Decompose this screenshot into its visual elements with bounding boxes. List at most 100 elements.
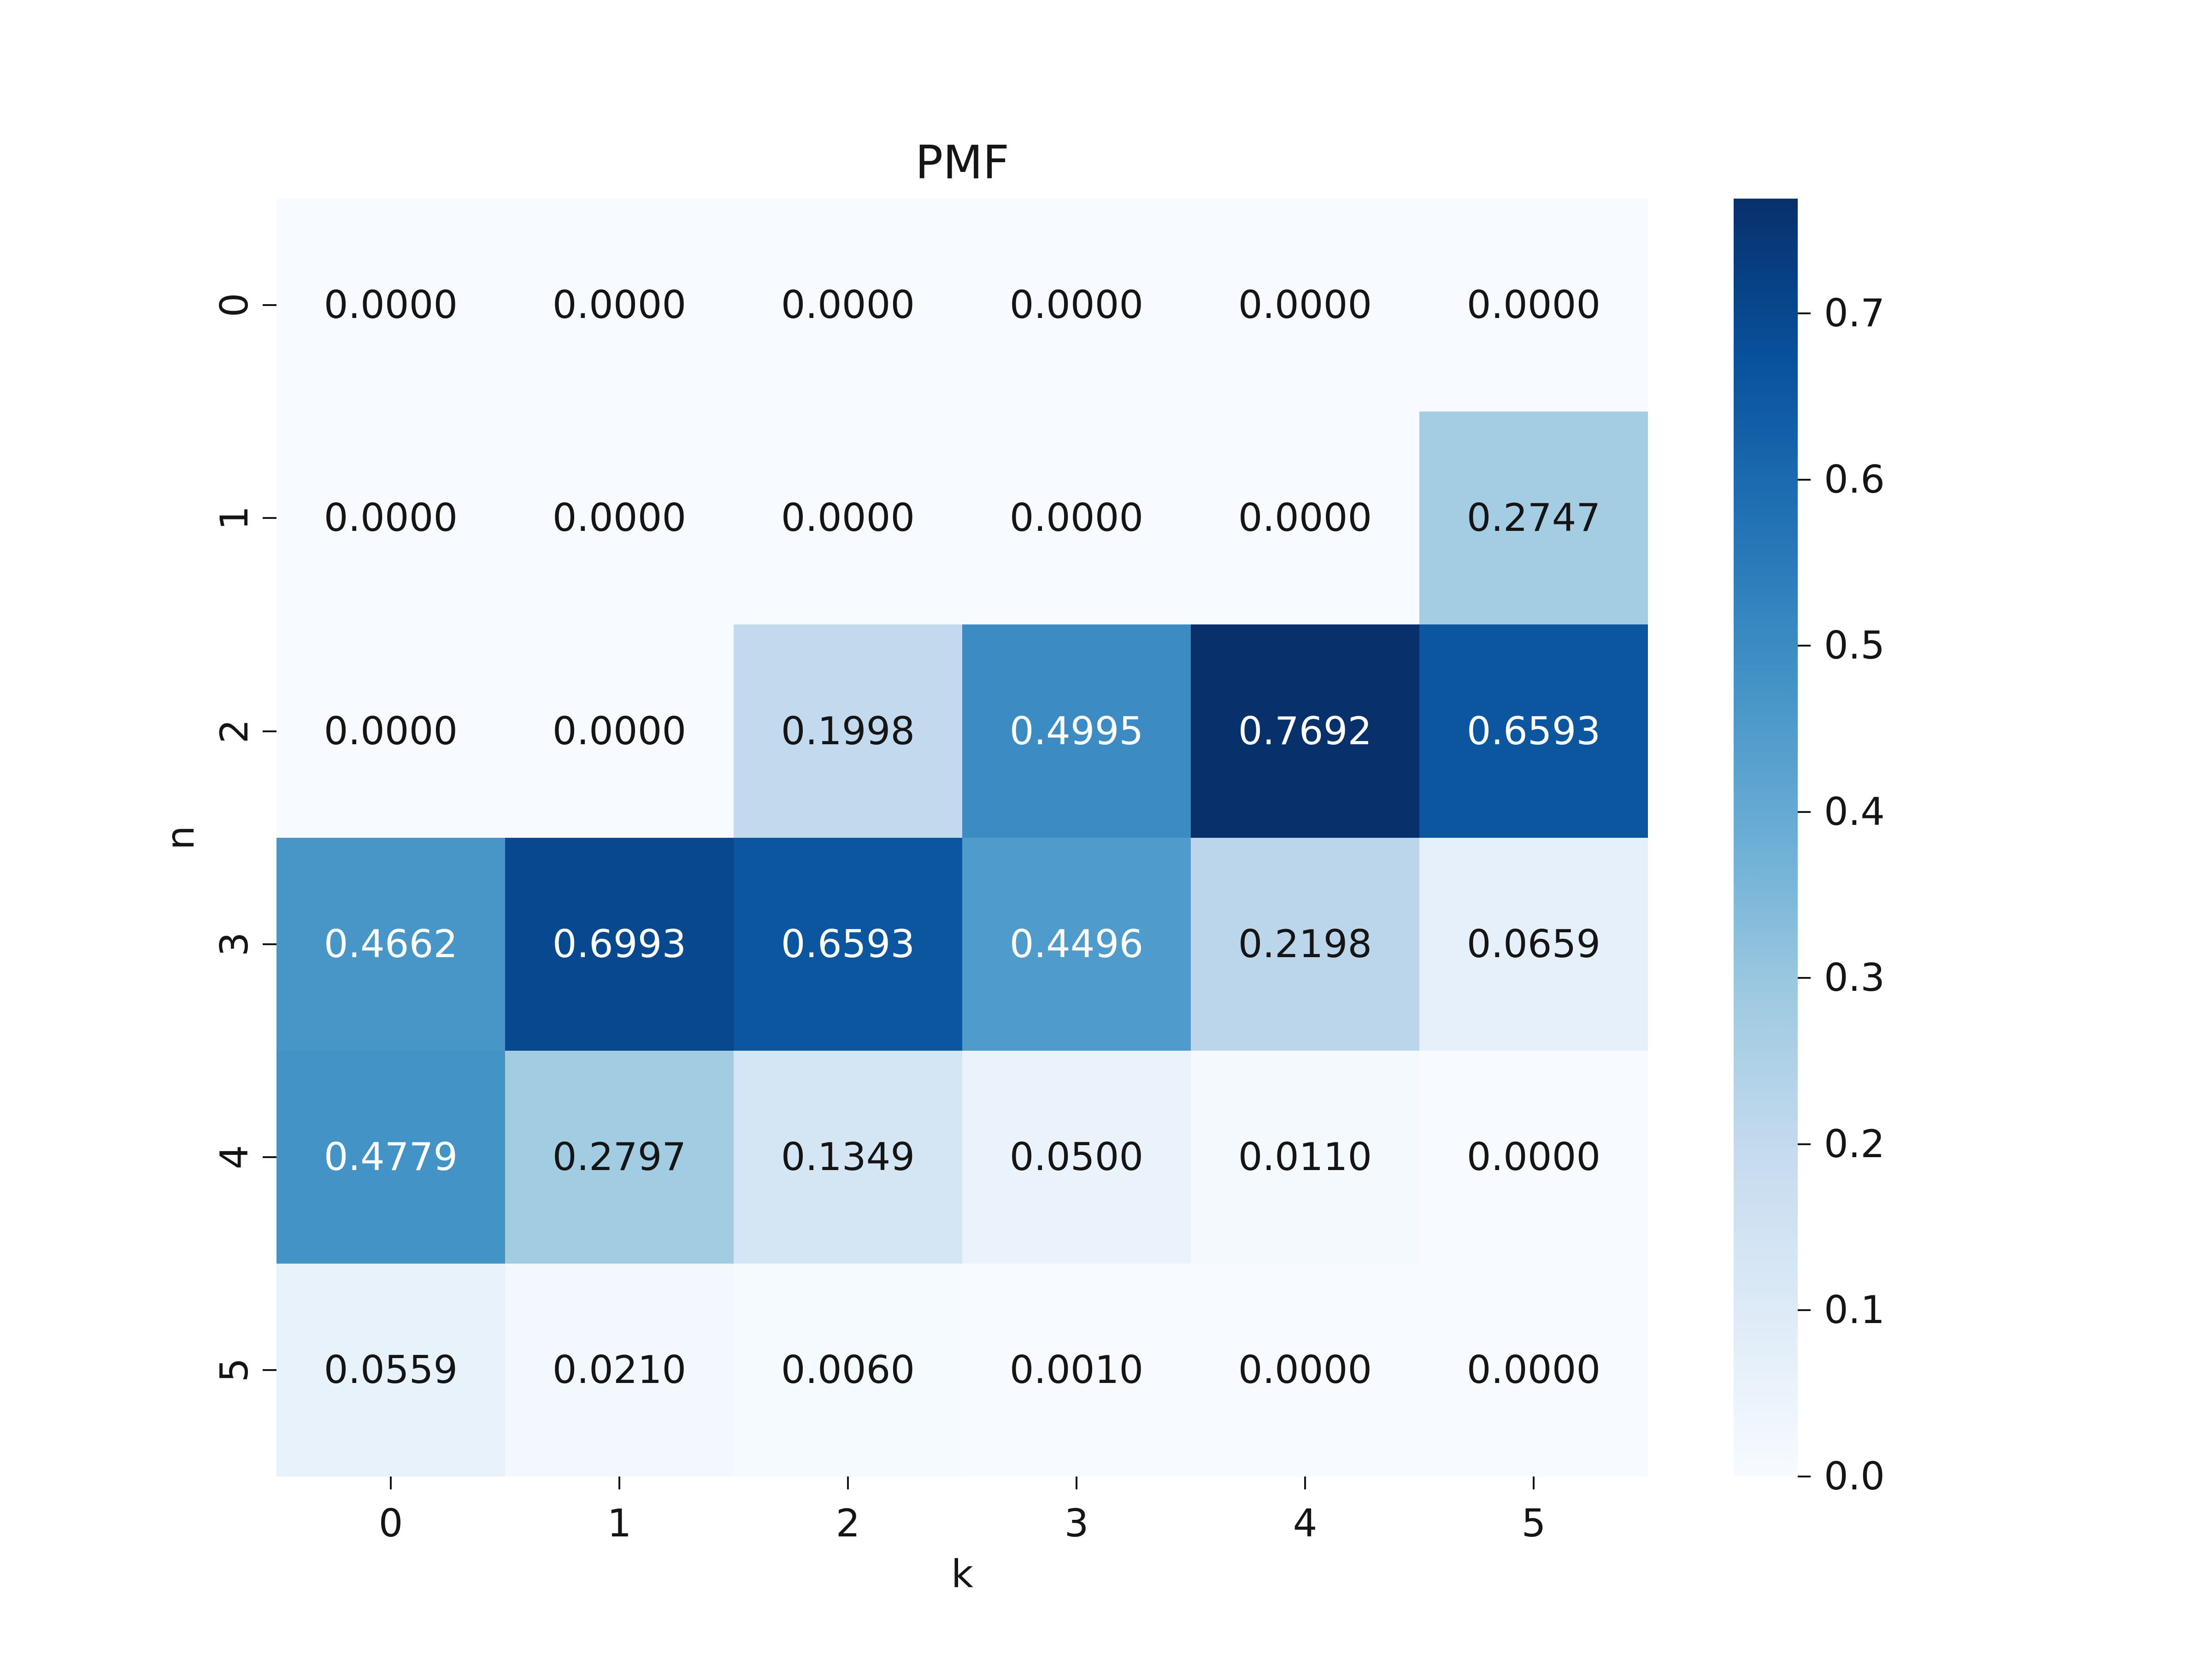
heatmap-cell: 0.0000 xyxy=(1191,199,1419,412)
heatmap-cell-value: 0.0000 xyxy=(324,708,458,753)
x-axis-tick xyxy=(1533,1477,1535,1489)
colorbar-tick xyxy=(1798,1309,1811,1312)
colorbar-gradient xyxy=(1734,199,1798,1477)
colorbar-tick xyxy=(1798,645,1811,647)
heatmap-cell-value: 0.7692 xyxy=(1238,708,1372,753)
heatmap-cell: 0.6593 xyxy=(1419,624,1648,838)
y-axis-label: n xyxy=(158,825,203,850)
colorbar-tick-label: 0.6 xyxy=(1824,457,1885,502)
heatmap-cell-value: 0.0000 xyxy=(324,495,458,540)
heatmap-cell: 0.0000 xyxy=(962,199,1191,412)
heatmap-cell-value: 0.4995 xyxy=(1009,708,1144,753)
heatmap-cell: 0.4779 xyxy=(276,1051,505,1264)
heatmap-cell: 0.2797 xyxy=(505,1051,734,1264)
chart-title: PMF xyxy=(915,135,1010,189)
heatmap-cell-value: 0.0000 xyxy=(1238,495,1372,540)
heatmap-cell-value: 0.0659 xyxy=(1466,922,1601,966)
heatmap-cell: 0.4995 xyxy=(962,624,1191,838)
y-tick-label: 4 xyxy=(212,1145,257,1170)
y-tick-label: 0 xyxy=(212,293,257,318)
heatmap-cell-value: 0.0210 xyxy=(552,1347,687,1392)
heatmap-cell-value: 0.6993 xyxy=(552,922,687,966)
heatmap-cell-value: 0.0000 xyxy=(781,495,915,540)
x-tick-label: 1 xyxy=(607,1501,632,1546)
x-tick-label: 5 xyxy=(1521,1501,1546,1546)
heatmap-cell-value: 0.2797 xyxy=(552,1135,687,1179)
x-tick-label: 0 xyxy=(378,1501,403,1546)
y-tick-label: 2 xyxy=(212,719,257,743)
colorbar-tick xyxy=(1798,312,1811,315)
colorbar-tick xyxy=(1798,478,1811,481)
heatmap-cell-value: 0.0000 xyxy=(1009,282,1144,327)
x-axis-label: k xyxy=(951,1552,974,1596)
heatmap-cell: 0.4496 xyxy=(962,838,1191,1051)
heatmap-cell-value: 0.0559 xyxy=(324,1347,458,1392)
heatmap-cell: 0.0060 xyxy=(734,1264,962,1477)
heatmap-cell: 0.0559 xyxy=(276,1264,505,1477)
heatmap-cell: 0.0000 xyxy=(276,624,505,838)
colorbar-tick xyxy=(1798,811,1811,813)
colorbar xyxy=(1734,199,1798,1477)
heatmap-cell-value: 0.0110 xyxy=(1238,1135,1372,1179)
heatmap-cell-value: 0.0010 xyxy=(1009,1347,1144,1392)
heatmap-cell: 0.7692 xyxy=(1191,624,1419,838)
colorbar-tick-label: 0.4 xyxy=(1824,789,1885,834)
colorbar-tick-label: 0.7 xyxy=(1824,291,1885,336)
x-axis-tick xyxy=(1076,1477,1077,1489)
heatmap-cell: 0.0000 xyxy=(505,624,734,838)
heatmap-cell: 0.0000 xyxy=(1419,1264,1648,1477)
heatmap-cell: 0.0000 xyxy=(1191,412,1419,624)
heatmap-cell-value: 0.0000 xyxy=(324,282,458,327)
colorbar-tick-label: 0.3 xyxy=(1824,955,1885,1000)
heatmap-cell: 0.2198 xyxy=(1191,838,1419,1051)
heatmap-cell: 0.0210 xyxy=(505,1264,734,1477)
colorbar-tick-label: 0.0 xyxy=(1824,1454,1885,1499)
heatmap-cell: 0.6993 xyxy=(505,838,734,1051)
heatmap-cell-value: 0.2198 xyxy=(1238,922,1372,966)
heatmap-cell-value: 0.0000 xyxy=(1466,1135,1601,1179)
heatmap-cell-value: 0.0000 xyxy=(1466,1347,1601,1392)
y-axis-tick xyxy=(263,1156,276,1158)
heatmap-cell: 0.0000 xyxy=(276,412,505,624)
heatmap-cell: 0.0659 xyxy=(1419,838,1648,1051)
heatmap-cell-value: 0.0000 xyxy=(552,282,687,327)
heatmap-cell: 0.0110 xyxy=(1191,1051,1419,1264)
heatmap-cell: 0.0000 xyxy=(505,412,734,624)
heatmap-cell-value: 0.0500 xyxy=(1009,1135,1144,1179)
x-axis-tick xyxy=(618,1477,620,1489)
colorbar-tick-label: 0.5 xyxy=(1824,623,1885,668)
heatmap-cell: 0.1998 xyxy=(734,624,962,838)
heatmap-cell-value: 0.1349 xyxy=(781,1135,915,1179)
heatmap-cell: 0.2747 xyxy=(1419,412,1648,624)
heatmap-cell: 0.0000 xyxy=(505,199,734,412)
heatmap-cell-value: 0.4662 xyxy=(324,922,458,966)
y-tick-label: 5 xyxy=(212,1358,257,1382)
heatmap-cell: 0.0000 xyxy=(962,412,1191,624)
colorbar-tick xyxy=(1798,977,1811,979)
colorbar-tick-label: 0.2 xyxy=(1824,1121,1885,1166)
x-tick-label: 3 xyxy=(1064,1501,1089,1546)
heatmap-cell: 0.6593 xyxy=(734,838,962,1051)
heatmap-cell-value: 0.0000 xyxy=(1238,282,1372,327)
heatmap-cell-value: 0.0060 xyxy=(781,1347,915,1392)
y-axis-tick xyxy=(263,943,276,945)
y-axis-tick xyxy=(263,1369,276,1371)
heatmap-cell-value: 0.0000 xyxy=(1466,282,1601,327)
x-tick-label: 2 xyxy=(835,1501,860,1546)
heatmap-cell: 0.1349 xyxy=(734,1051,962,1264)
heatmap-cell: 0.0000 xyxy=(1419,199,1648,412)
heatmap-cell-value: 0.0000 xyxy=(781,282,915,327)
heatmap-cell: 0.0000 xyxy=(1191,1264,1419,1477)
y-tick-label: 1 xyxy=(212,506,257,530)
heatmap-cell-value: 0.0000 xyxy=(552,495,687,540)
y-axis-tick xyxy=(263,517,276,519)
colorbar-tick xyxy=(1798,1143,1811,1145)
x-axis-tick xyxy=(1304,1477,1306,1489)
heatmap-cell-value: 0.0000 xyxy=(1238,1347,1372,1392)
heatmap-cell: 0.0000 xyxy=(734,199,962,412)
heatmap-cell: 0.4662 xyxy=(276,838,505,1051)
heatmap-cell-value: 0.1998 xyxy=(781,708,915,753)
heatmap-cell-value: 0.2747 xyxy=(1466,495,1601,540)
heatmap-cell: 0.0000 xyxy=(734,412,962,624)
heatmap-cell-value: 0.0000 xyxy=(1009,495,1144,540)
